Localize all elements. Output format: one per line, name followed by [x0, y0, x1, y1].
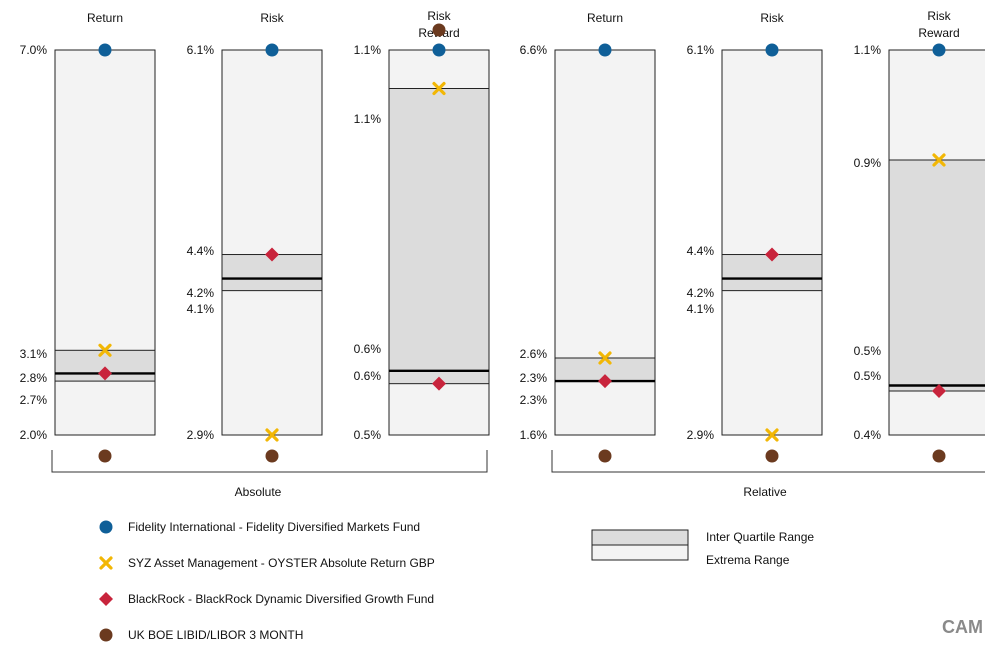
- panel-relative-return-tick-label: 2.6%: [520, 347, 548, 361]
- panel-relative-risk-reward-tick-label: 0.5%: [854, 344, 882, 358]
- group-bracket-absolute: [51, 450, 488, 473]
- range-legend-iqr-label: Inter Quartile Range: [706, 530, 814, 544]
- panel-absolute-risk-reward-marker-fidelity: [432, 43, 446, 57]
- panel-absolute-risk-reward-marker-blackrock: [432, 376, 446, 391]
- panel-relative-risk-marker-fidelity: [765, 43, 779, 57]
- panel-relative-risk-reward-marker-ukboe: [932, 449, 946, 463]
- panel-absolute-risk-marker-blackrock: [265, 247, 279, 262]
- brand-logo-text: CAM: [942, 617, 983, 637]
- panel-absolute-risk-reward-tick-label: 1.1%: [354, 43, 382, 57]
- panel-absolute-risk-reward-tick-label: 0.6%: [354, 369, 382, 383]
- panel-relative-return-marker-syz: [598, 351, 612, 365]
- legend-label-blackrock: BlackRock - BlackRock Dynamic Diversifie…: [128, 592, 434, 606]
- group-bracket-relative: [551, 450, 985, 473]
- panel-relative-return-tick-label: 2.3%: [520, 393, 548, 407]
- panel-relative-return-title: Return: [587, 11, 623, 25]
- panel-relative-risk-reward-iqr-box: [888, 159, 985, 392]
- panel-relative-risk-tick-label: 2.9%: [687, 428, 715, 442]
- panel-relative-risk-title: Risk: [760, 11, 784, 25]
- panel-absolute-risk-tick-label: 4.2%: [187, 286, 215, 300]
- legend-marker-ukboe: [99, 628, 113, 642]
- panel-absolute-risk-tick-label: 4.1%: [187, 302, 215, 316]
- panel-relative-risk-marker-blackrock: [765, 247, 779, 262]
- panel-absolute-risk-marker-ukboe: [265, 449, 279, 463]
- panel-relative-risk-tick-label: 6.1%: [687, 43, 715, 57]
- legend-marker-syz: [99, 556, 113, 570]
- panel-absolute-risk-tick-label: 4.4%: [187, 244, 215, 258]
- legend-marker-blackrock: [99, 592, 113, 606]
- panel-absolute-risk-reward-tick-label: 0.6%: [354, 342, 382, 356]
- legend-marker-fidelity: [99, 520, 113, 534]
- group-label-absolute: Absolute: [235, 485, 282, 499]
- panel-relative-risk-marker-syz: [765, 428, 779, 442]
- panel-absolute-return-tick-label: 2.7%: [20, 393, 48, 407]
- legend-label-fidelity: Fidelity International - Fidelity Divers…: [128, 520, 420, 534]
- panel-relative-risk-tick-label: 4.1%: [687, 302, 715, 316]
- panel-relative-risk-reward-marker-blackrock: [932, 384, 946, 398]
- panel-absolute-risk-marker-fidelity: [265, 43, 279, 57]
- panel-absolute-return-marker-syz: [98, 343, 112, 357]
- panel-relative-return-marker-ukboe: [598, 449, 612, 463]
- range-legend-extrema-swatch: [591, 544, 689, 561]
- panel-absolute-risk-reward-tick-label: 0.5%: [354, 428, 382, 442]
- panel-absolute-risk-title: Risk: [260, 11, 284, 25]
- panel-absolute-risk-reward-title-line1: Risk: [427, 9, 451, 23]
- panel-absolute-return-tick-label: 3.1%: [20, 347, 48, 361]
- panel-absolute-return-marker-fidelity: [98, 43, 112, 57]
- panel-relative-risk-marker-ukboe: [765, 449, 779, 463]
- panel-absolute-risk-reward-tick-label: 1.1%: [354, 112, 382, 126]
- panel-absolute-return-tick-label: 2.0%: [20, 428, 48, 442]
- panel-absolute-risk-extrema-box: [221, 49, 323, 436]
- panel-relative-risk-tick-label: 4.4%: [687, 244, 715, 258]
- panel-absolute-return-marker-blackrock: [98, 366, 112, 381]
- panel-relative-risk-reward-tick-label: 1.1%: [854, 43, 882, 57]
- panel-absolute-risk-marker-syz: [265, 428, 279, 442]
- panel-relative-risk-reward-tick-label: 0.9%: [854, 156, 882, 170]
- legend-label-syz: SYZ Asset Management - OYSTER Absolute R…: [128, 556, 435, 570]
- panel-relative-risk-extrema-box: [721, 49, 823, 436]
- panel-absolute-risk-reward-marker-syz: [432, 81, 446, 96]
- legend-label-ukboe: UK BOE LIBID/LIBOR 3 MONTH: [128, 628, 303, 642]
- panel-absolute-risk-reward-iqr-box: [388, 88, 490, 385]
- panel-relative-risk-reward-tick-label: 0.4%: [854, 428, 882, 442]
- range-legend-extrema-label: Extrema Range: [706, 553, 790, 567]
- panel-relative-risk-reward-title-line2: Reward: [918, 26, 959, 40]
- panel-relative-return-tick-label: 6.6%: [520, 43, 548, 57]
- panel-relative-return-tick-label: 1.6%: [520, 428, 548, 442]
- panel-relative-risk-reward-marker-fidelity: [932, 43, 946, 57]
- range-legend-iqr-swatch: [591, 529, 689, 546]
- panel-relative-return-marker-fidelity: [598, 43, 612, 57]
- panel-relative-risk-tick-label: 4.2%: [687, 286, 715, 300]
- panel-absolute-return-tick-label: 2.8%: [20, 371, 48, 385]
- panel-absolute-return-marker-ukboe: [98, 449, 112, 463]
- panel-relative-risk-reward-tick-label: 0.5%: [854, 369, 882, 383]
- panel-relative-risk-reward-title-line1: Risk: [927, 9, 951, 23]
- panel-relative-risk-reward-marker-syz: [932, 153, 946, 167]
- panel-absolute-risk-tick-label: 6.1%: [187, 43, 215, 57]
- group-label-relative: Relative: [743, 485, 787, 499]
- panel-absolute-risk-reward-marker-ukboe: [432, 23, 446, 37]
- panel-relative-return-tick-label: 2.3%: [520, 371, 548, 385]
- panel-absolute-risk-tick-label: 2.9%: [187, 428, 215, 442]
- panel-absolute-return-title: Return: [87, 11, 123, 25]
- panel-absolute-return-tick-label: 7.0%: [20, 43, 48, 57]
- panel-relative-return-marker-blackrock: [598, 374, 612, 389]
